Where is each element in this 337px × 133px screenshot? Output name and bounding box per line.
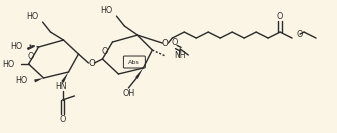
Text: OH: OH [122, 90, 134, 98]
Text: O: O [27, 52, 34, 61]
Text: O: O [171, 38, 178, 47]
Text: HO: HO [26, 12, 38, 21]
Polygon shape [61, 72, 68, 83]
FancyBboxPatch shape [123, 56, 145, 68]
Text: O: O [101, 47, 108, 56]
Polygon shape [34, 78, 43, 82]
Text: O: O [162, 39, 169, 47]
Text: HO: HO [100, 6, 113, 15]
Text: HO: HO [15, 76, 28, 86]
Text: NH: NH [174, 51, 186, 60]
Polygon shape [135, 68, 143, 79]
Text: HO: HO [10, 41, 23, 51]
Text: O: O [88, 59, 95, 68]
Text: Abs: Abs [128, 59, 140, 65]
Text: HO: HO [2, 59, 14, 68]
Text: O: O [296, 30, 302, 39]
Text: O: O [277, 12, 283, 21]
Text: O: O [59, 115, 66, 124]
Text: HN: HN [55, 82, 66, 92]
